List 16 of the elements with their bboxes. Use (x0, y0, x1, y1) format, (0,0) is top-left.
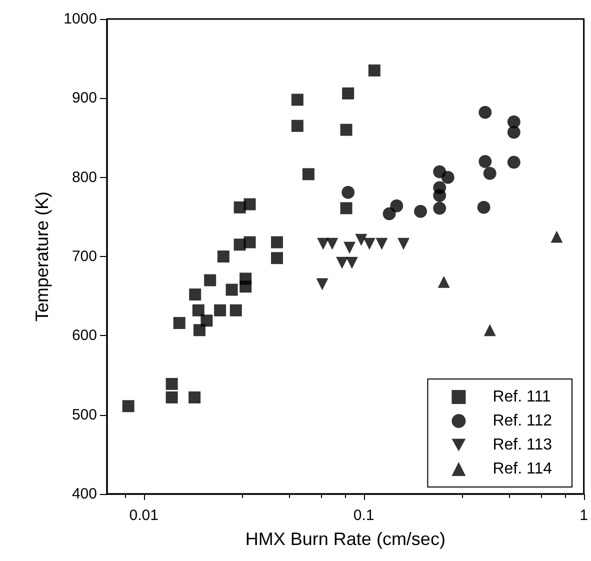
x-axis-title: HMX Burn Rate (cm/sec) (245, 529, 446, 549)
y-tick-label: 900 (72, 90, 97, 107)
y-tick-label: 700 (72, 248, 97, 265)
y-tick-label: 1000 (64, 10, 97, 28)
x-tick-label: 1 (580, 507, 588, 524)
y-tick-label: 800 (72, 168, 97, 186)
legend-label: Ref. 111 (492, 388, 551, 406)
y-tick-label: 500 (72, 406, 97, 424)
x-tick-label: 0.01 (129, 507, 158, 524)
legend-label: Ref. 114 (492, 460, 552, 478)
y-tick-label: 400 (72, 486, 97, 502)
y-axis-title: Temperature (K) (32, 191, 52, 322)
y-tick-label: 600 (72, 327, 97, 344)
legend-label: Ref. 113 (492, 436, 552, 454)
legend-label: Ref. 112 (492, 412, 552, 430)
x-tick-label: 0.1 (353, 507, 374, 524)
